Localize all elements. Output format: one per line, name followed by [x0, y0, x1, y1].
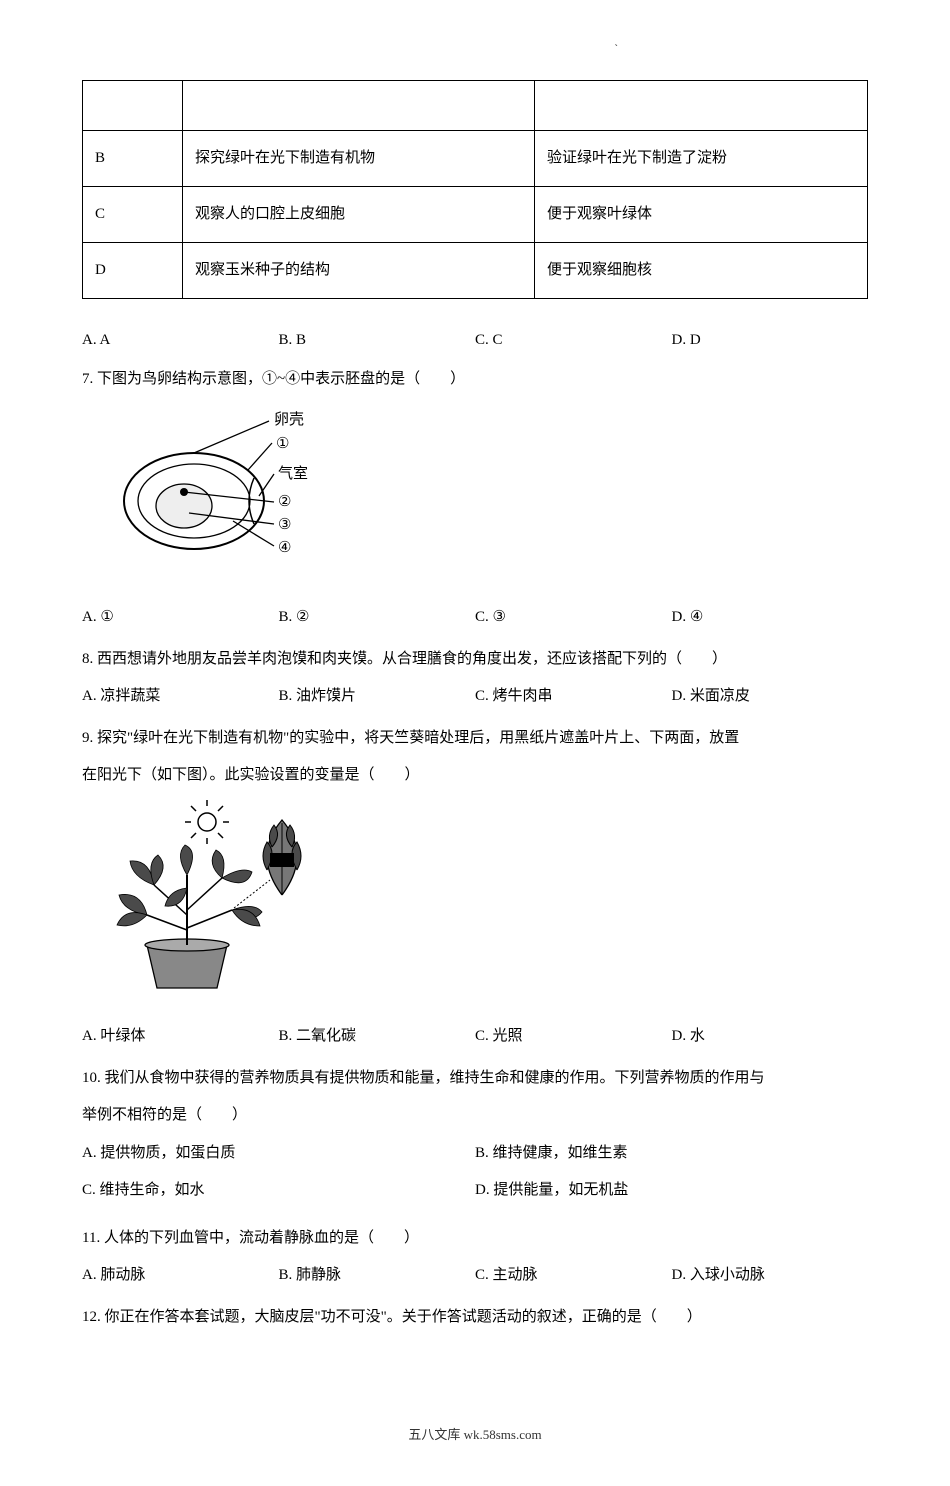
cell: B	[83, 131, 183, 187]
option-b: B. 肺静脉	[279, 1260, 476, 1292]
option-a: A. 叶绿体	[82, 1021, 279, 1053]
cell	[183, 81, 535, 131]
q7-text: 7. 下图为鸟卵结构示意图，①~④中表示胚盘的是（ ）	[82, 364, 868, 396]
label-4: ④	[278, 540, 291, 556]
cell: D	[83, 243, 183, 299]
label-shell: 卵壳	[274, 411, 304, 428]
question-9: 9. 探究"绿叶在光下制造有机物"的实验中，将天竺葵暗处理后，用黑纸片遮盖叶片上…	[82, 723, 868, 1053]
cell: 便于观察叶绿体	[535, 187, 868, 243]
option-a: A. 凉拌蔬菜	[82, 681, 279, 713]
cell	[83, 81, 183, 131]
option-c: C. 烤牛肉串	[475, 681, 672, 713]
question-8: 8. 西西想请外地朋友品尝羊肉泡馍和肉夹馍。从合理膳食的角度出发，还应该搭配下列…	[82, 644, 868, 713]
label-air: 气室	[278, 465, 308, 482]
label-1: ①	[276, 436, 289, 452]
table-row	[83, 81, 868, 131]
option-c: C. ③	[475, 602, 672, 634]
table-row: C 观察人的口腔上皮细胞 便于观察叶绿体	[83, 187, 868, 243]
q10-text2: 举例不相符的是（ ）	[82, 1100, 868, 1132]
q11-options: A. 肺动脉 B. 肺静脉 C. 主动脉 D. 入球小动脉	[82, 1260, 868, 1292]
option-c: C. 主动脉	[475, 1260, 672, 1292]
option-d: D. 入球小动脉	[672, 1260, 869, 1292]
option-a: A. ①	[82, 602, 279, 634]
egg-diagram: 卵壳 ① 气室 ② ③ ④	[114, 406, 868, 589]
question-10: 10. 我们从食物中获得的营养物质具有提供物质和能量，维持生命和健康的作用。下列…	[82, 1063, 868, 1213]
cell: 便于观察细胞核	[535, 243, 868, 299]
cell	[535, 81, 868, 131]
option-b: B. 维持健康，如维生素	[475, 1138, 868, 1170]
option-c: C. 维持生命，如水	[82, 1175, 475, 1207]
cell: 观察玉米种子的结构	[183, 243, 535, 299]
q6-options: A. A B. B C. C D. D	[82, 327, 868, 354]
question-7: 7. 下图为鸟卵结构示意图，①~④中表示胚盘的是（ ） 卵壳 ① 气室 ② ③ …	[82, 364, 868, 634]
label-3: ③	[278, 517, 291, 533]
q8-options: A. 凉拌蔬菜 B. 油炸馍片 C. 烤牛肉串 D. 米面凉皮	[82, 681, 868, 713]
option-b: B. 二氧化碳	[279, 1021, 476, 1053]
q7-options: A. ① B. ② C. ③ D. ④	[82, 602, 868, 634]
question-table: B 探究绿叶在光下制造有机物 验证绿叶在光下制造了淀粉 C 观察人的口腔上皮细胞…	[82, 80, 868, 299]
cell: 观察人的口腔上皮细胞	[183, 187, 535, 243]
question-11: 11. 人体的下列血管中，流动着静脉血的是（ ） A. 肺动脉 B. 肺静脉 C…	[82, 1223, 868, 1292]
q11-text: 11. 人体的下列血管中，流动着静脉血的是（ ）	[82, 1223, 868, 1255]
option-b: B. 油炸馍片	[279, 681, 476, 713]
option-a: A. 提供物质，如蛋白质	[82, 1138, 475, 1170]
page-footer: 五八文库 wk.58sms.com	[82, 1423, 868, 1446]
q9-options: A. 叶绿体 B. 二氧化碳 C. 光照 D. 水	[82, 1021, 868, 1053]
plant-diagram	[92, 800, 868, 1008]
option-c: C. 光照	[475, 1021, 672, 1053]
option-b: B. B	[279, 327, 476, 354]
option-d: D. 水	[672, 1021, 869, 1053]
option-a: A. 肺动脉	[82, 1260, 279, 1292]
cell: 验证绿叶在光下制造了淀粉	[535, 131, 868, 187]
option-c: C. C	[475, 327, 672, 354]
q10-text1: 10. 我们从食物中获得的营养物质具有提供物质和能量，维持生命和健康的作用。下列…	[82, 1063, 868, 1095]
option-d: D. ④	[672, 602, 869, 634]
table-row: D 观察玉米种子的结构 便于观察细胞核	[83, 243, 868, 299]
option-b: B. ②	[279, 602, 476, 634]
question-12: 12. 你正在作答本套试题，大脑皮层"功不可没"。关于作答试题活动的叙述，正确的…	[82, 1302, 868, 1334]
q9-text1: 9. 探究"绿叶在光下制造有机物"的实验中，将天竺葵暗处理后，用黑纸片遮盖叶片上…	[82, 723, 868, 755]
option-a: A. A	[82, 327, 279, 354]
label-2: ②	[278, 494, 291, 510]
cell: 探究绿叶在光下制造有机物	[183, 131, 535, 187]
q9-text2: 在阳光下（如下图）。此实验设置的变量是（ ）	[82, 760, 868, 792]
cell: C	[83, 187, 183, 243]
option-d: D. 提供能量，如无机盐	[475, 1175, 868, 1207]
q10-options: A. 提供物质，如蛋白质 B. 维持健康，如维生素 C. 维持生命，如水 D. …	[82, 1138, 868, 1213]
table-row: B 探究绿叶在光下制造有机物 验证绿叶在光下制造了淀粉	[83, 131, 868, 187]
option-d: D. 米面凉皮	[672, 681, 869, 713]
q12-text: 12. 你正在作答本套试题，大脑皮层"功不可没"。关于作答试题活动的叙述，正确的…	[82, 1302, 868, 1334]
q8-text: 8. 西西想请外地朋友品尝羊肉泡馍和肉夹馍。从合理膳食的角度出发，还应该搭配下列…	[82, 644, 868, 676]
option-d: D. D	[672, 327, 869, 354]
page-marker: `	[82, 40, 868, 60]
